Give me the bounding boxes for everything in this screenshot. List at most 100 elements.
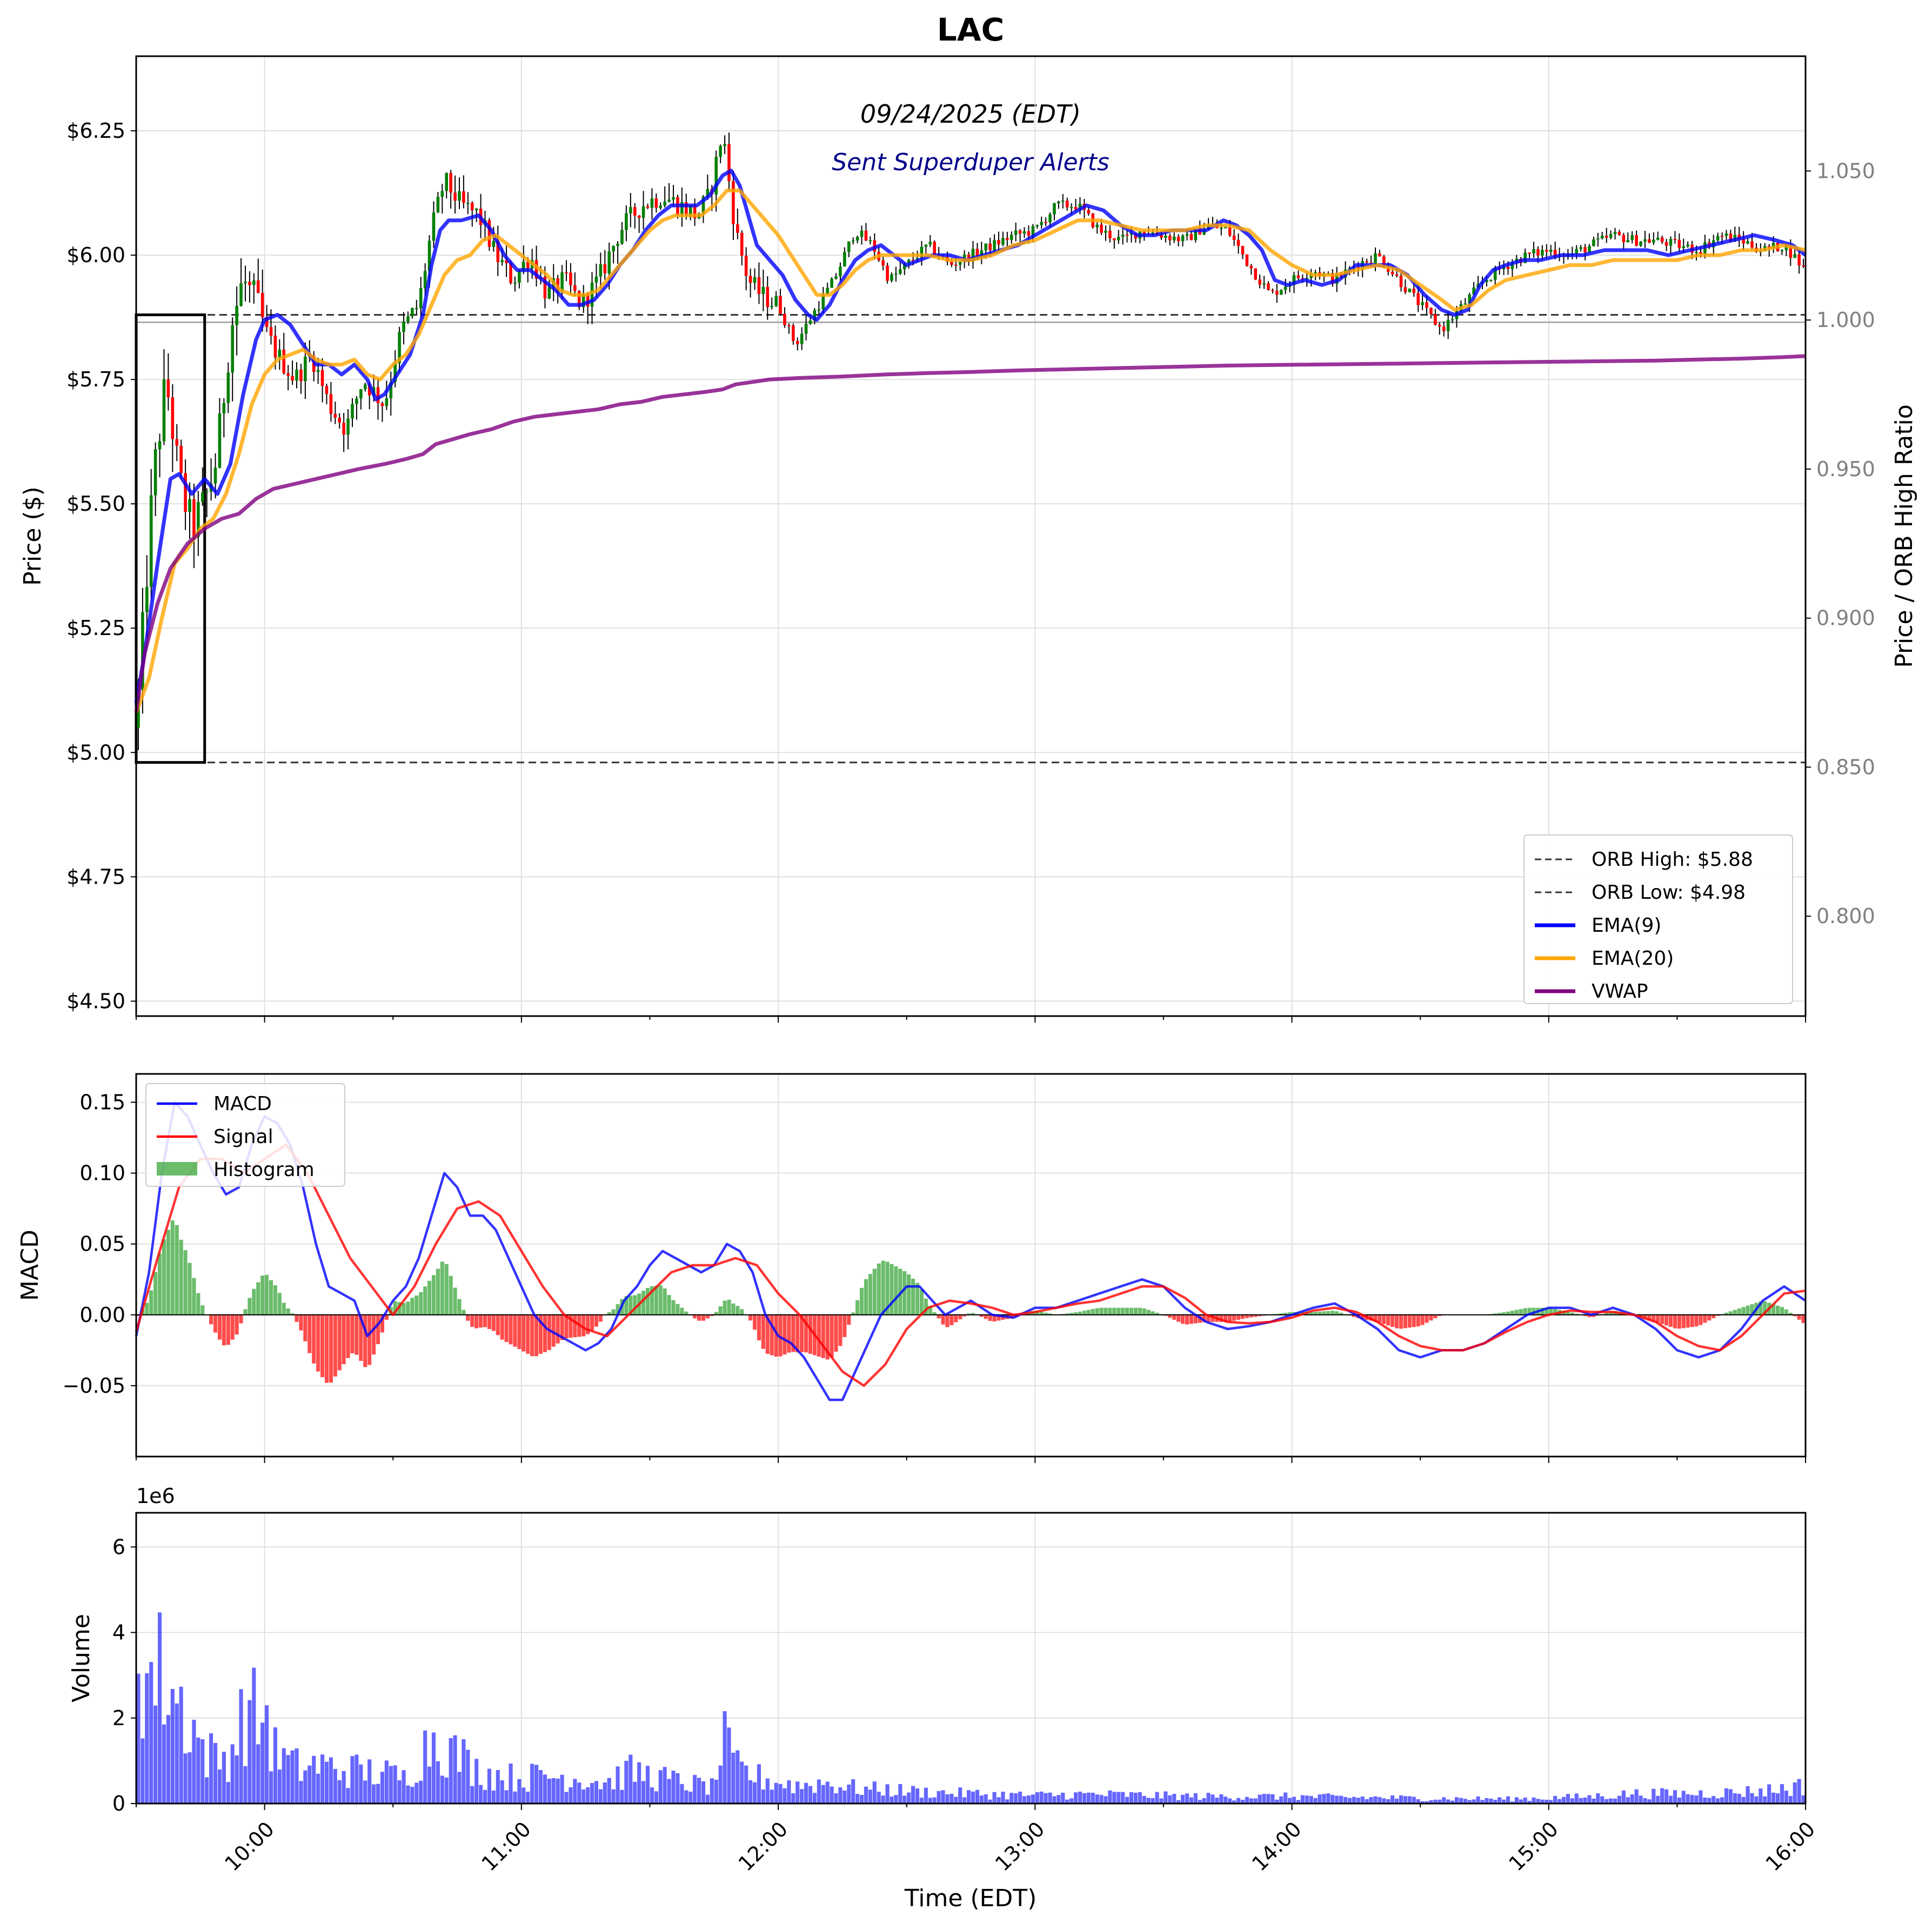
histogram-bar [1069, 1313, 1074, 1315]
candle-body [1331, 273, 1334, 284]
histogram-bar [1741, 1307, 1746, 1315]
candle-body [1057, 202, 1060, 204]
candle-body [625, 213, 628, 230]
histogram-bar [573, 1314, 577, 1338]
histogram-bar [825, 1314, 830, 1360]
macd-legend: MACD Signal Histogram [145, 1083, 345, 1187]
candle-body [1220, 228, 1223, 229]
candle-body [813, 310, 817, 321]
candle-body [667, 199, 671, 202]
histogram-bar [997, 1314, 1001, 1321]
histogram-bar [355, 1314, 359, 1355]
volume-bar [1129, 1792, 1134, 1804]
volume-bar [213, 1742, 218, 1804]
volume-bar [804, 1782, 808, 1804]
candle-body [1189, 233, 1193, 241]
volume-bar [1600, 1796, 1605, 1804]
volume-bar [1425, 1801, 1429, 1804]
candle-body [1652, 239, 1655, 243]
volume-bar [1065, 1799, 1069, 1804]
volume-bar [581, 1789, 586, 1804]
candle-body [1275, 291, 1279, 295]
volume-bar [1172, 1794, 1176, 1804]
candle-body [458, 191, 461, 201]
histogram-bar [1694, 1314, 1699, 1327]
candle-body [975, 249, 979, 256]
histogram-bar [1514, 1310, 1519, 1315]
histogram-bar [1121, 1307, 1125, 1315]
candle-body [1078, 203, 1082, 210]
candle-body [800, 333, 804, 344]
histogram-bar [727, 1299, 731, 1315]
candle-body [984, 243, 988, 251]
candle-body [256, 280, 260, 293]
histogram-bar [808, 1314, 813, 1354]
histogram-bar [962, 1314, 967, 1317]
histogram-bar [1780, 1307, 1784, 1315]
histogram-bar [1549, 1308, 1553, 1315]
volume-bar [170, 1688, 175, 1804]
volume-bar [179, 1686, 183, 1804]
histogram-bar [1258, 1314, 1262, 1317]
histogram-bar [736, 1306, 740, 1315]
volume-bar [1322, 1794, 1326, 1804]
legend-swatch [157, 1162, 197, 1176]
histogram-bar [774, 1314, 778, 1357]
candle-body [1622, 235, 1626, 243]
legend-label: ORB High: $5.88 [1592, 849, 1753, 871]
histogram-bar [851, 1312, 855, 1315]
volume-bar [825, 1781, 830, 1804]
candle-body [924, 244, 928, 247]
candle-body [1292, 275, 1296, 285]
histogram-bar [821, 1314, 825, 1358]
y-tick-label: $6.00 [66, 243, 125, 267]
histogram-bar [979, 1314, 984, 1317]
histogram-bar [479, 1314, 483, 1328]
volume-bar [282, 1748, 286, 1804]
histogram-bar [491, 1314, 496, 1331]
volume-bar [847, 1784, 851, 1804]
y-tick-label: 4 [112, 1621, 125, 1645]
volume-bar [1236, 1798, 1241, 1804]
volume-bar [252, 1667, 256, 1804]
volume-bar [1746, 1786, 1750, 1804]
candle-body [1613, 231, 1617, 234]
candle-body [1489, 279, 1493, 281]
volume-bar [1202, 1798, 1206, 1804]
legend-label: MACD [213, 1093, 272, 1115]
volume-bar [757, 1764, 761, 1804]
volume-bar [812, 1793, 817, 1804]
volume-bar [616, 1766, 620, 1804]
volume-bar [637, 1762, 641, 1804]
volume-bar [359, 1764, 363, 1804]
volume-bar [658, 1770, 663, 1804]
volume-bar [217, 1769, 222, 1804]
candle-body [748, 276, 752, 283]
y-tick-label: 0.00 [79, 1303, 125, 1327]
histogram-bar [654, 1286, 658, 1315]
volume-bar [791, 1793, 795, 1804]
candle-body [449, 173, 452, 193]
candle-body [633, 207, 637, 216]
histogram-bar [1425, 1314, 1429, 1323]
candle-body [1434, 314, 1437, 325]
candle-body [526, 262, 530, 269]
volume-bar [320, 1754, 325, 1804]
candle-body [1660, 237, 1664, 242]
candle-body [569, 272, 572, 285]
histogram-bar [919, 1290, 924, 1315]
histogram-bar [427, 1280, 432, 1315]
volume-bar [1018, 1791, 1022, 1804]
candle-body [505, 260, 508, 264]
histogram-bar [817, 1314, 821, 1357]
candle-body [727, 144, 731, 182]
candle-body [145, 586, 149, 612]
candle-body [907, 259, 911, 264]
candle-body [954, 264, 958, 266]
candle-body [179, 445, 183, 473]
histogram-bar [303, 1314, 307, 1341]
histogram-bar [1142, 1308, 1146, 1315]
candle-body [1780, 250, 1784, 252]
volume-bar [1703, 1797, 1707, 1804]
macd-histogram [136, 1220, 1806, 1383]
